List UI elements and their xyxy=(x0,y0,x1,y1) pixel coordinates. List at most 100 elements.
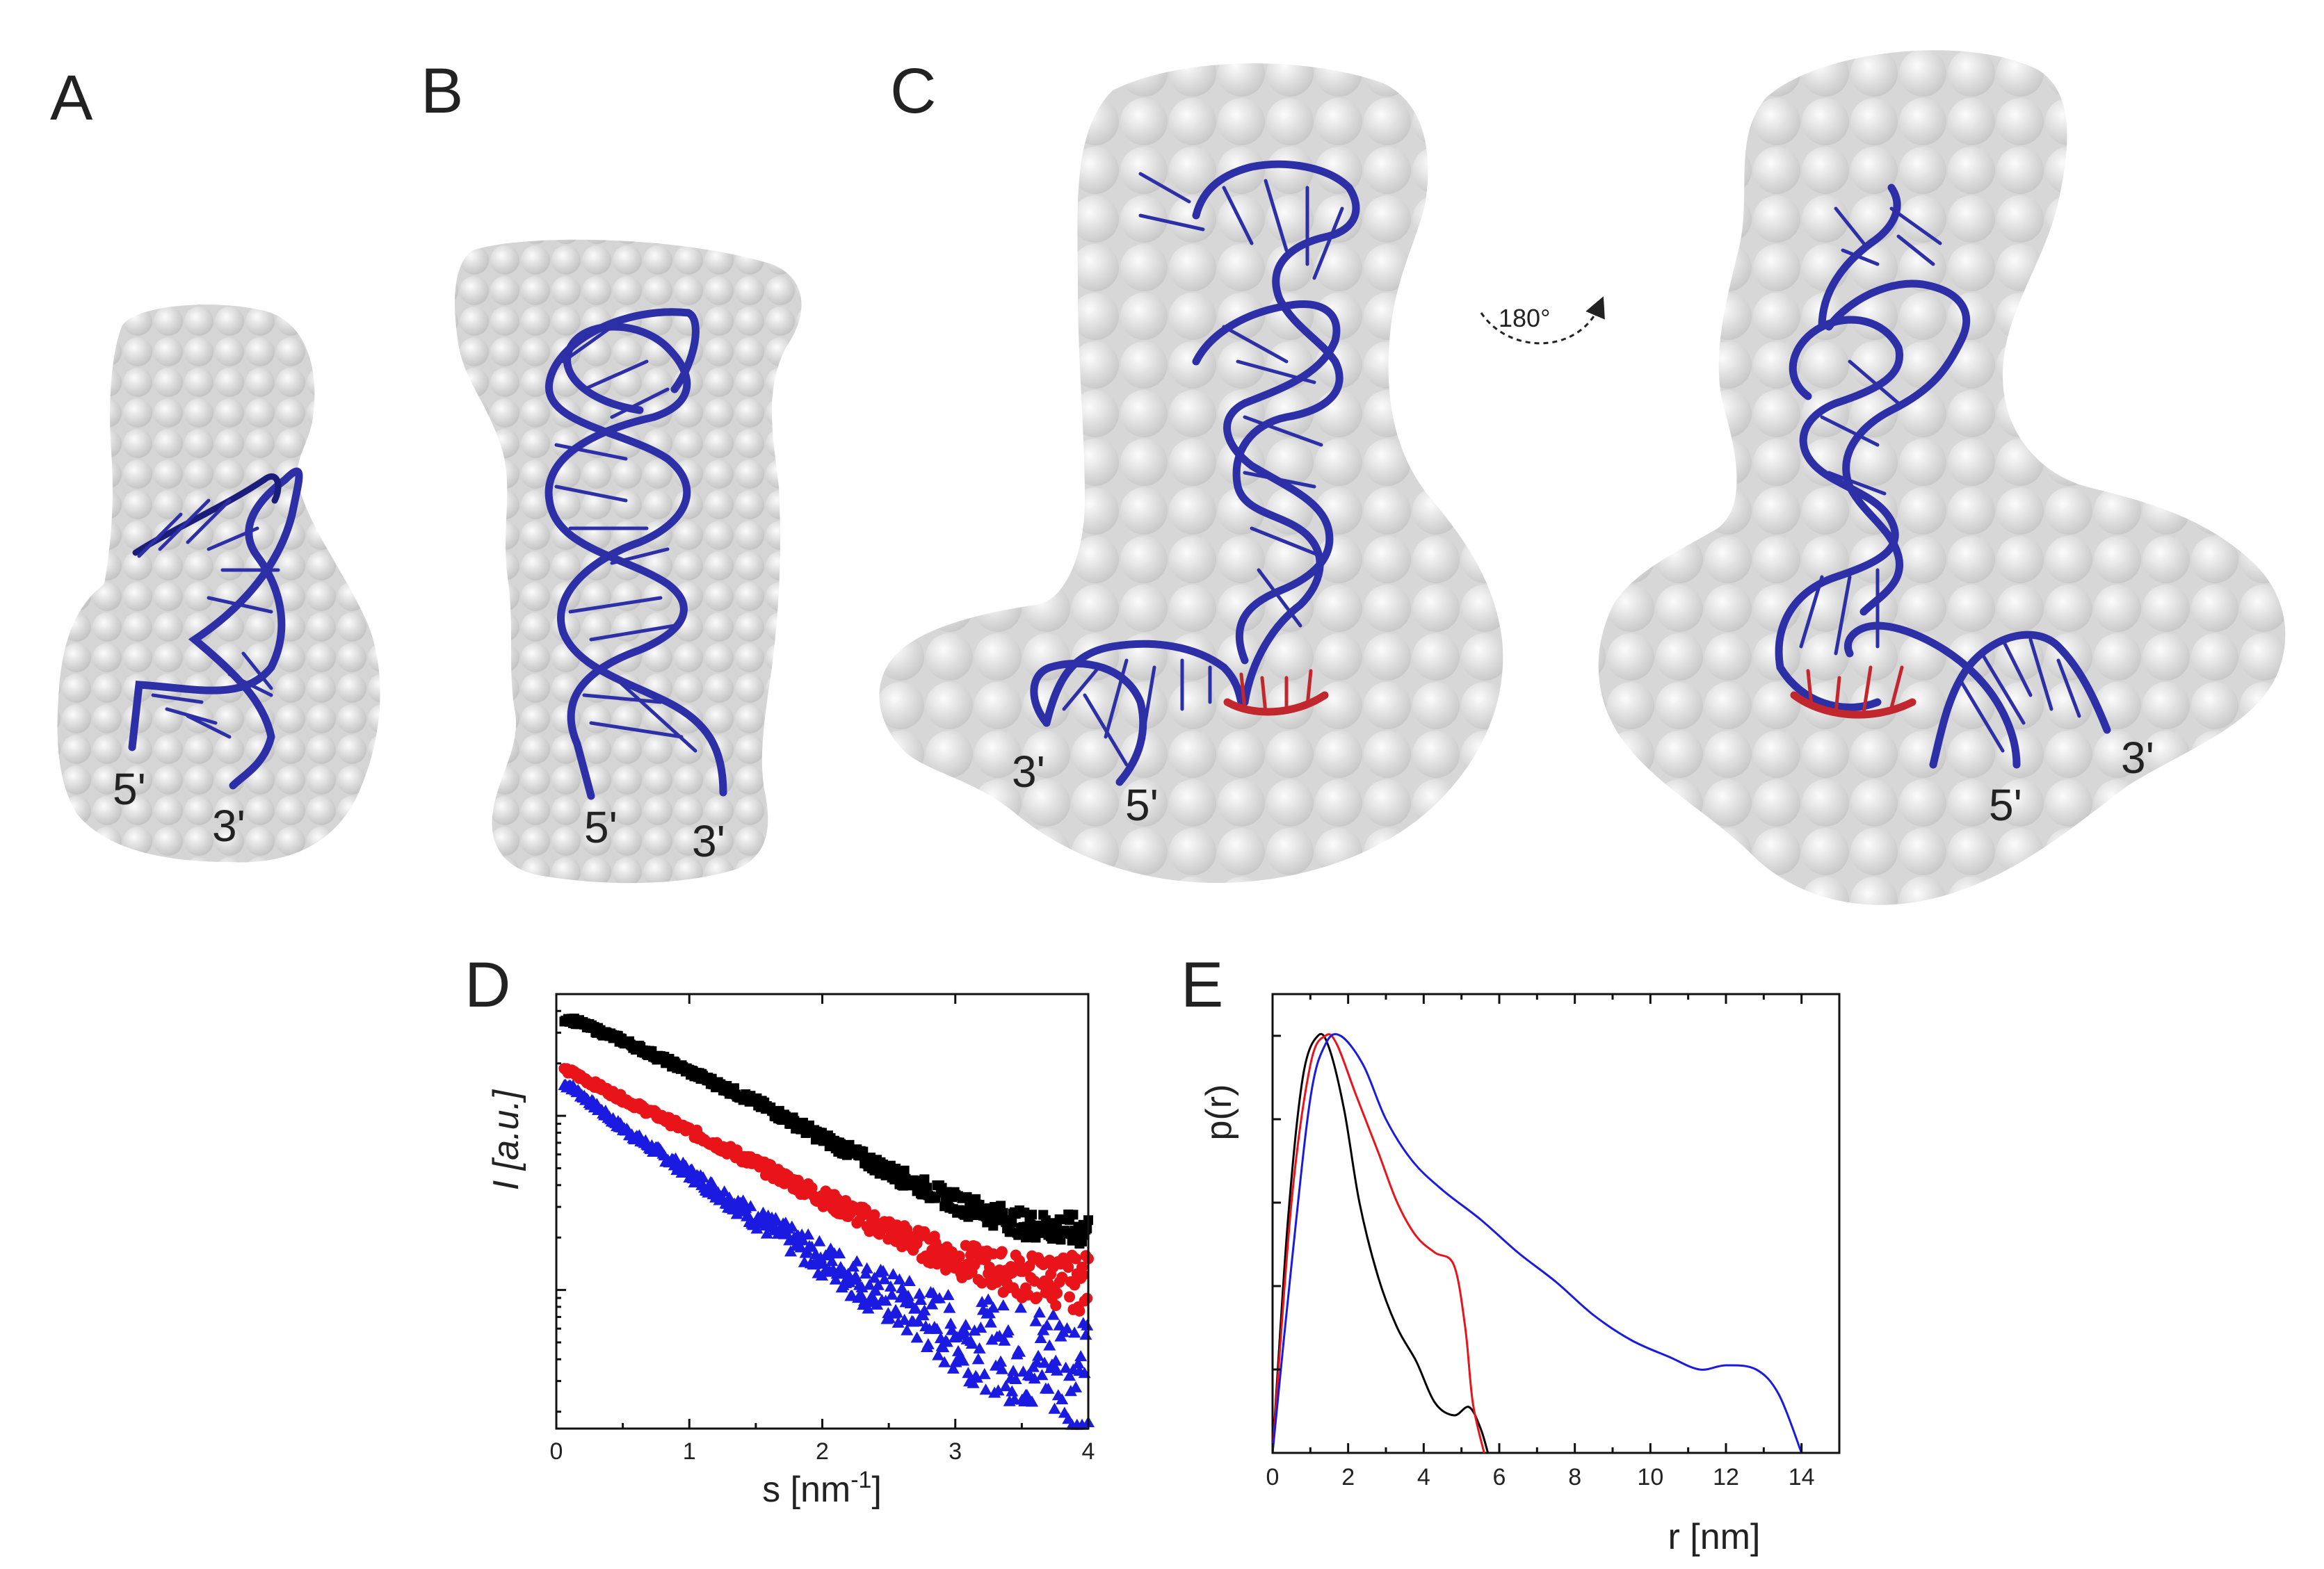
d-point xyxy=(1054,1214,1065,1224)
d-point xyxy=(1040,1215,1051,1226)
d-point xyxy=(942,1289,955,1301)
end-label-5-a: 5' xyxy=(113,764,146,814)
d-point xyxy=(884,1280,897,1292)
d-point xyxy=(1074,1305,1086,1317)
d-point xyxy=(1056,1393,1069,1405)
d-point xyxy=(918,1304,931,1316)
panel-letter-c: C xyxy=(890,56,936,127)
d-x-axis-title-main: s [nm xyxy=(762,1470,850,1510)
d-point xyxy=(994,1355,1008,1367)
d-point xyxy=(697,1171,710,1182)
e-x-tick-label: 12 xyxy=(1713,1464,1739,1490)
d-point xyxy=(1001,1324,1015,1335)
saxs-envelope-c-left xyxy=(879,63,1503,883)
d-point xyxy=(933,1292,946,1303)
d-point xyxy=(899,1165,910,1176)
d-point xyxy=(901,1324,914,1335)
d-point xyxy=(785,1220,798,1232)
d-point xyxy=(860,1262,873,1274)
e-axis-ticks: 0 2 4 6 8 10 12 14 xyxy=(1266,994,1815,1490)
d-point xyxy=(879,1294,892,1306)
d-point xyxy=(796,1234,809,1246)
end-label-5-c-right: 5' xyxy=(1989,780,2022,830)
d-point xyxy=(996,1246,1008,1258)
d-point xyxy=(1007,1217,1017,1228)
chart-e-distance-distribution: 0 2 4 6 8 10 12 14 p(r) r [nm] xyxy=(1199,993,1841,1557)
d-point xyxy=(885,1288,898,1300)
end-label-3-c-left: 3' xyxy=(1012,747,1045,797)
d-point xyxy=(1068,1326,1081,1338)
d-point xyxy=(1051,1364,1064,1376)
d-point xyxy=(833,1247,846,1259)
d-x-tick-label: 0 xyxy=(550,1438,563,1465)
d-point xyxy=(887,1268,900,1280)
d-point xyxy=(825,1255,839,1267)
d-point xyxy=(922,1182,933,1193)
d-x-tick-label: 4 xyxy=(1082,1438,1095,1465)
d-point xyxy=(1064,1291,1076,1303)
d-point xyxy=(945,1324,958,1335)
d-point xyxy=(1006,1385,1019,1397)
d-point xyxy=(987,1301,1000,1313)
d-point xyxy=(999,1380,1012,1392)
panel-letter-e: E xyxy=(1181,950,1223,1021)
d-point xyxy=(1028,1372,1041,1384)
d-series xyxy=(559,1014,1093,1249)
rna-ribbon-c-right xyxy=(1775,184,2111,769)
e-x-tick-label: 6 xyxy=(1493,1464,1506,1490)
d-point xyxy=(829,1273,842,1285)
d-x-tick-label: 3 xyxy=(949,1438,962,1465)
rotation-label: 180° xyxy=(1499,304,1550,332)
d-point xyxy=(983,1307,996,1319)
d-point xyxy=(1059,1361,1072,1373)
e-plot-frame xyxy=(1271,993,1841,1454)
d-point xyxy=(1056,1271,1068,1283)
d-point xyxy=(784,1245,797,1257)
d-point xyxy=(1029,1315,1042,1326)
d-point xyxy=(741,1209,755,1221)
d-point xyxy=(890,1306,903,1318)
d-point xyxy=(862,1302,875,1314)
d-point xyxy=(877,1265,890,1276)
d-point xyxy=(1048,1402,1061,1414)
panel-b: B 5' 3' xyxy=(421,56,802,884)
d-point xyxy=(1068,1210,1079,1220)
d-series xyxy=(558,1063,1094,1317)
d-point xyxy=(982,1293,995,1305)
d-point xyxy=(983,1261,995,1273)
d-point xyxy=(1034,1331,1047,1343)
d-point xyxy=(962,1192,972,1202)
d-point xyxy=(1081,1292,1093,1304)
end-label-5-c-left: 5' xyxy=(1125,780,1159,830)
e-series-line xyxy=(1271,1033,1485,1454)
panel-c: C xyxy=(879,50,2286,905)
d-point xyxy=(1072,1357,1085,1369)
d-point xyxy=(958,1324,971,1336)
d-point xyxy=(912,1315,925,1326)
d-point xyxy=(909,1302,922,1314)
d-point xyxy=(1070,1253,1082,1265)
d-point xyxy=(744,1200,757,1212)
d-point xyxy=(718,1185,731,1197)
d-point xyxy=(1031,1356,1044,1367)
d-point xyxy=(1074,1350,1088,1362)
rna-ribbon-a xyxy=(128,467,303,790)
d-point xyxy=(760,1227,773,1239)
chart-d-scattering: 0 1 2 3 4 I [a.u.] s [nm-1] xyxy=(486,993,1095,1510)
e-x-tick-label: 0 xyxy=(1266,1464,1280,1490)
d-point xyxy=(970,1371,983,1383)
d-point xyxy=(1019,1208,1030,1218)
d-point xyxy=(914,1293,928,1305)
end-label-3-a: 3' xyxy=(212,801,245,851)
d-point xyxy=(998,1334,1011,1346)
d-point xyxy=(802,1228,815,1239)
d-point xyxy=(805,1240,818,1252)
d-point xyxy=(985,1333,999,1345)
e-x-tick-label: 8 xyxy=(1568,1464,1581,1490)
d-point xyxy=(971,1353,985,1365)
d-point xyxy=(959,1319,972,1331)
d-point xyxy=(1009,1372,1022,1384)
d-point xyxy=(913,1287,926,1299)
d-point xyxy=(794,1241,807,1253)
d-point xyxy=(1033,1306,1046,1318)
